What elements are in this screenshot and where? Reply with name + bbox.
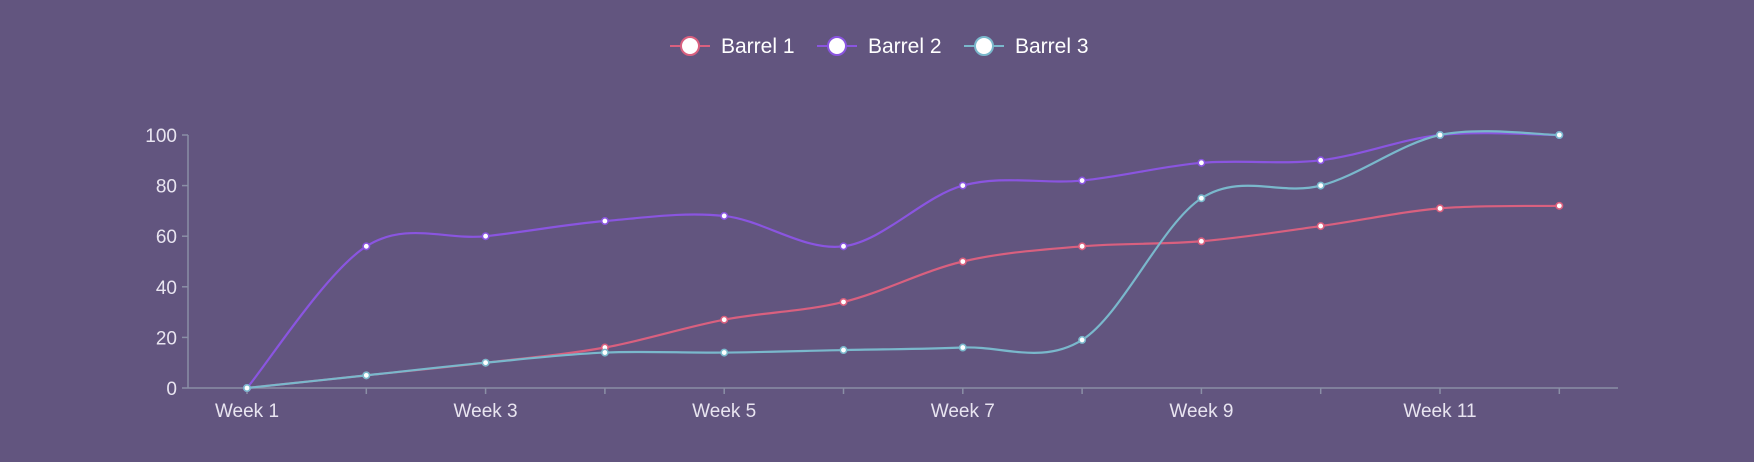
legend-marker-icon [827,36,847,56]
x-tick-label: Week 9 [1169,401,1233,422]
series-line [246,132,1560,389]
series-line [246,204,1560,390]
y-axis: 0 20 40 60 80 100 [145,126,189,400]
legend-item[interactable]: Barrel 1 [670,35,795,58]
y-tick-label: 20 [156,328,177,349]
legend: Barrel 1 Barrel 2 Barrel 3 [670,35,1089,58]
data-point[interactable] [1555,201,1564,210]
data-point[interactable] [1555,131,1564,140]
data-point[interactable] [1197,194,1206,203]
data-point[interactable] [1316,181,1325,190]
data-point[interactable] [958,257,967,266]
data-point[interactable] [481,358,490,367]
series-line [246,130,1560,390]
y-tick-label: 0 [166,379,177,400]
data-point[interactable] [720,348,729,357]
data-point[interactable] [839,297,848,306]
data-point[interactable] [958,343,967,352]
data-point[interactable] [958,181,967,190]
data-point[interactable] [1078,335,1087,344]
x-tick-label: Week 11 [1403,401,1476,422]
x-axis: Week 1 Week 3 Week 5 Week 7 Week 9 Week 11 [188,387,1618,422]
data-point[interactable] [839,346,848,355]
data-point[interactable] [362,242,371,251]
data-point[interactable] [600,348,609,357]
y-tick-label: 100 [145,126,177,147]
data-point[interactable] [1316,222,1325,231]
legend-marker-icon [680,36,700,56]
legend-label: Barrel 3 [1015,35,1089,58]
y-tick-label: 60 [156,227,177,248]
data-point[interactable] [1197,237,1206,246]
data-point[interactable] [839,242,848,251]
series-group [243,130,1564,392]
data-point[interactable] [1197,158,1206,167]
data-point[interactable] [1436,204,1445,213]
legend-item[interactable]: Barrel 3 [964,35,1089,58]
data-point[interactable] [1078,242,1087,251]
data-point[interactable] [600,217,609,226]
data-point[interactable] [481,232,490,241]
data-point[interactable] [1078,176,1087,185]
legend-item[interactable]: Barrel 2 [817,35,942,58]
series-1 [243,201,1564,392]
y-tick-label: 80 [156,177,177,198]
data-point[interactable] [720,315,729,324]
data-point[interactable] [1436,131,1445,140]
legend-label: Barrel 1 [721,35,795,58]
data-point[interactable] [720,211,729,220]
legend-marker-icon [974,36,994,56]
data-point[interactable] [1316,156,1325,165]
legend-label: Barrel 2 [868,35,942,58]
y-tick-label: 40 [156,278,177,299]
data-point[interactable] [362,371,371,380]
data-point[interactable] [243,383,252,392]
x-tick-label: Week 7 [931,401,995,422]
series-3 [243,130,1564,392]
x-tick-label: Week 1 [215,401,279,422]
x-tick-label: Week 3 [454,401,518,422]
series-2 [243,131,1564,392]
x-tick-label: Week 5 [692,401,756,422]
